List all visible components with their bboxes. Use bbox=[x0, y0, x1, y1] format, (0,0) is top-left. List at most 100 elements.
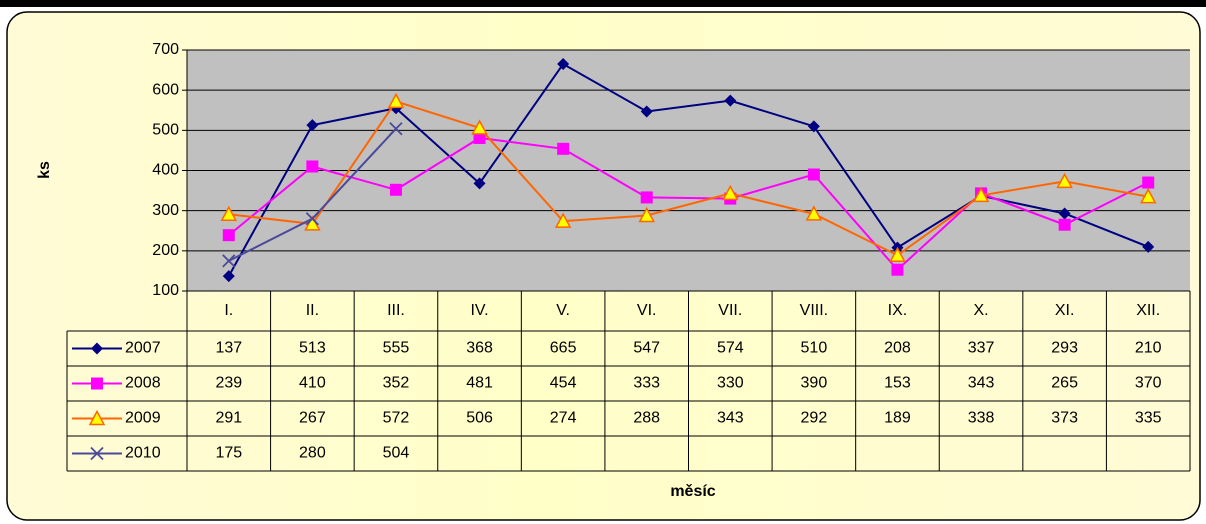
marker bbox=[91, 342, 103, 355]
y-tick-label: 500 bbox=[152, 122, 179, 139]
table-cell: 280 bbox=[299, 445, 326, 462]
table-cell: 506 bbox=[466, 410, 493, 427]
table-cell: 373 bbox=[1051, 410, 1078, 427]
marker bbox=[389, 122, 403, 136]
table-cell: 504 bbox=[383, 445, 410, 462]
marker bbox=[306, 160, 319, 173]
y-tick-label: 400 bbox=[152, 162, 179, 179]
x-tick-label: XII. bbox=[1136, 302, 1160, 319]
table-cell: 153 bbox=[884, 375, 911, 392]
marker bbox=[554, 212, 572, 228]
marker bbox=[889, 246, 906, 263]
marker bbox=[1142, 176, 1155, 189]
y-tick-label: 700 bbox=[152, 41, 179, 58]
marker bbox=[1058, 218, 1071, 231]
x-tick-label: VIII. bbox=[800, 302, 828, 319]
table-cell: 555 bbox=[383, 340, 410, 357]
x-axis-title: měsíc bbox=[670, 483, 715, 500]
marker bbox=[88, 409, 106, 426]
marker bbox=[1058, 207, 1071, 220]
marker bbox=[90, 446, 104, 461]
table-cell: 137 bbox=[215, 340, 242, 357]
x-tick-label: VII. bbox=[718, 302, 742, 319]
table-cell: 239 bbox=[215, 375, 242, 392]
marker bbox=[306, 119, 319, 132]
legend-label: 2010 bbox=[125, 445, 161, 462]
series-line bbox=[228, 136, 1149, 272]
y-tick-label: 100 bbox=[152, 282, 179, 299]
table-cell: 267 bbox=[299, 410, 326, 427]
marker bbox=[1142, 240, 1155, 253]
marker bbox=[389, 183, 402, 196]
marker bbox=[724, 94, 737, 107]
table-cell: 481 bbox=[466, 375, 493, 392]
legend-label: 2009 bbox=[125, 410, 161, 427]
x-tick-label: XI. bbox=[1055, 302, 1075, 319]
table-cell: 291 bbox=[215, 410, 242, 427]
x-tick-label: V. bbox=[556, 302, 570, 319]
marker bbox=[471, 119, 488, 135]
marker bbox=[222, 270, 235, 283]
series bbox=[220, 92, 1157, 263]
marker bbox=[807, 168, 820, 181]
x-tick-label: IV. bbox=[470, 302, 488, 319]
series bbox=[222, 122, 403, 268]
table-cell: 454 bbox=[550, 375, 577, 392]
top-bar bbox=[0, 0, 1206, 7]
table-cell: 410 bbox=[299, 375, 326, 392]
y-tick-label: 600 bbox=[152, 81, 179, 98]
x-tick-label: II. bbox=[306, 302, 319, 319]
marker bbox=[222, 254, 236, 268]
x-tick-label: X. bbox=[973, 302, 988, 319]
marker bbox=[473, 177, 486, 190]
marker bbox=[557, 58, 570, 71]
y-tick-label: 200 bbox=[152, 242, 179, 259]
marker bbox=[891, 263, 904, 276]
x-tick-label: I. bbox=[224, 302, 233, 319]
table-cell: 189 bbox=[884, 410, 911, 427]
series-line bbox=[228, 100, 1149, 257]
table-cell: 510 bbox=[801, 340, 828, 357]
marker bbox=[387, 92, 405, 109]
table-cell: 368 bbox=[466, 340, 493, 357]
marker bbox=[640, 191, 653, 204]
table-cell: 292 bbox=[801, 410, 828, 427]
table-cell: 337 bbox=[968, 340, 995, 357]
marker bbox=[305, 212, 320, 226]
table-cell: 335 bbox=[1135, 410, 1162, 427]
marker bbox=[473, 131, 486, 144]
y-axis-title: ks bbox=[36, 161, 53, 179]
table-cell: 333 bbox=[633, 375, 660, 392]
table-cell: 390 bbox=[801, 375, 828, 392]
table-cell: 572 bbox=[383, 410, 410, 427]
marker bbox=[220, 205, 238, 222]
table-cell: 288 bbox=[633, 410, 660, 427]
table-cell: 338 bbox=[968, 410, 995, 427]
table-cell: 352 bbox=[383, 375, 410, 392]
table-cell: 274 bbox=[550, 410, 577, 427]
marker bbox=[557, 142, 570, 155]
x-tick-label: IX. bbox=[888, 302, 908, 319]
x-tick-label: VI. bbox=[637, 302, 657, 319]
table-cell: 293 bbox=[1051, 340, 1078, 357]
marker bbox=[1139, 188, 1157, 204]
table-cell: 265 bbox=[1051, 375, 1078, 392]
marker bbox=[638, 206, 655, 223]
table-cell: 208 bbox=[884, 340, 911, 357]
table-cell: 370 bbox=[1135, 375, 1162, 392]
table-cell: 574 bbox=[717, 340, 744, 357]
marker bbox=[805, 205, 823, 221]
marker bbox=[91, 377, 103, 390]
legend-label: 2007 bbox=[125, 340, 161, 357]
marker bbox=[722, 184, 739, 201]
table-cell: 343 bbox=[717, 410, 744, 427]
marker bbox=[640, 105, 653, 118]
marker bbox=[1056, 172, 1073, 189]
table-cell: 210 bbox=[1135, 340, 1162, 357]
table-cell: 547 bbox=[633, 340, 660, 357]
marker bbox=[972, 186, 990, 203]
y-tick-label: 300 bbox=[152, 202, 179, 219]
table-cell: 330 bbox=[717, 375, 744, 392]
table-cell: 343 bbox=[968, 375, 995, 392]
